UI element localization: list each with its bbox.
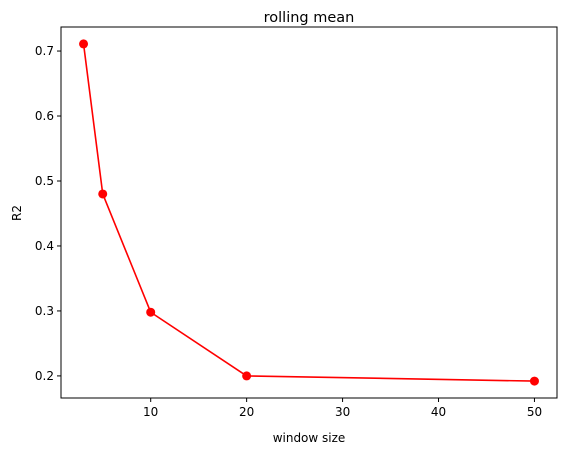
data-point xyxy=(98,189,108,199)
data-point xyxy=(242,371,252,381)
x-axis-label: window size xyxy=(273,431,346,445)
y-tick-label: 0.7 xyxy=(35,44,54,58)
x-tick-label: 10 xyxy=(143,405,158,419)
data-point xyxy=(146,307,156,317)
y-tick-label: 0.2 xyxy=(35,369,54,383)
chart-title: rolling mean xyxy=(264,10,355,26)
y-tick-label: 0.3 xyxy=(35,304,54,318)
x-tick-label: 40 xyxy=(431,405,446,419)
series-line xyxy=(82,43,535,382)
x-tick-label: 50 xyxy=(527,405,542,419)
data-point xyxy=(529,376,539,386)
x-tick-label: 30 xyxy=(335,405,350,419)
y-axis-label: R2 xyxy=(10,205,24,221)
plot-area xyxy=(79,39,539,386)
y-tick-label: 0.4 xyxy=(35,239,54,253)
plot-frame xyxy=(60,26,558,399)
y-axis: 0.2 0.3 0.4 0.5 0.6 0.7 xyxy=(35,44,61,383)
data-point xyxy=(79,39,89,49)
x-tick-label: 20 xyxy=(239,405,254,419)
y-tick-label: 0.5 xyxy=(35,174,54,188)
y-tick-label: 0.6 xyxy=(35,109,54,123)
x-axis: 10 20 30 40 50 xyxy=(143,398,542,419)
